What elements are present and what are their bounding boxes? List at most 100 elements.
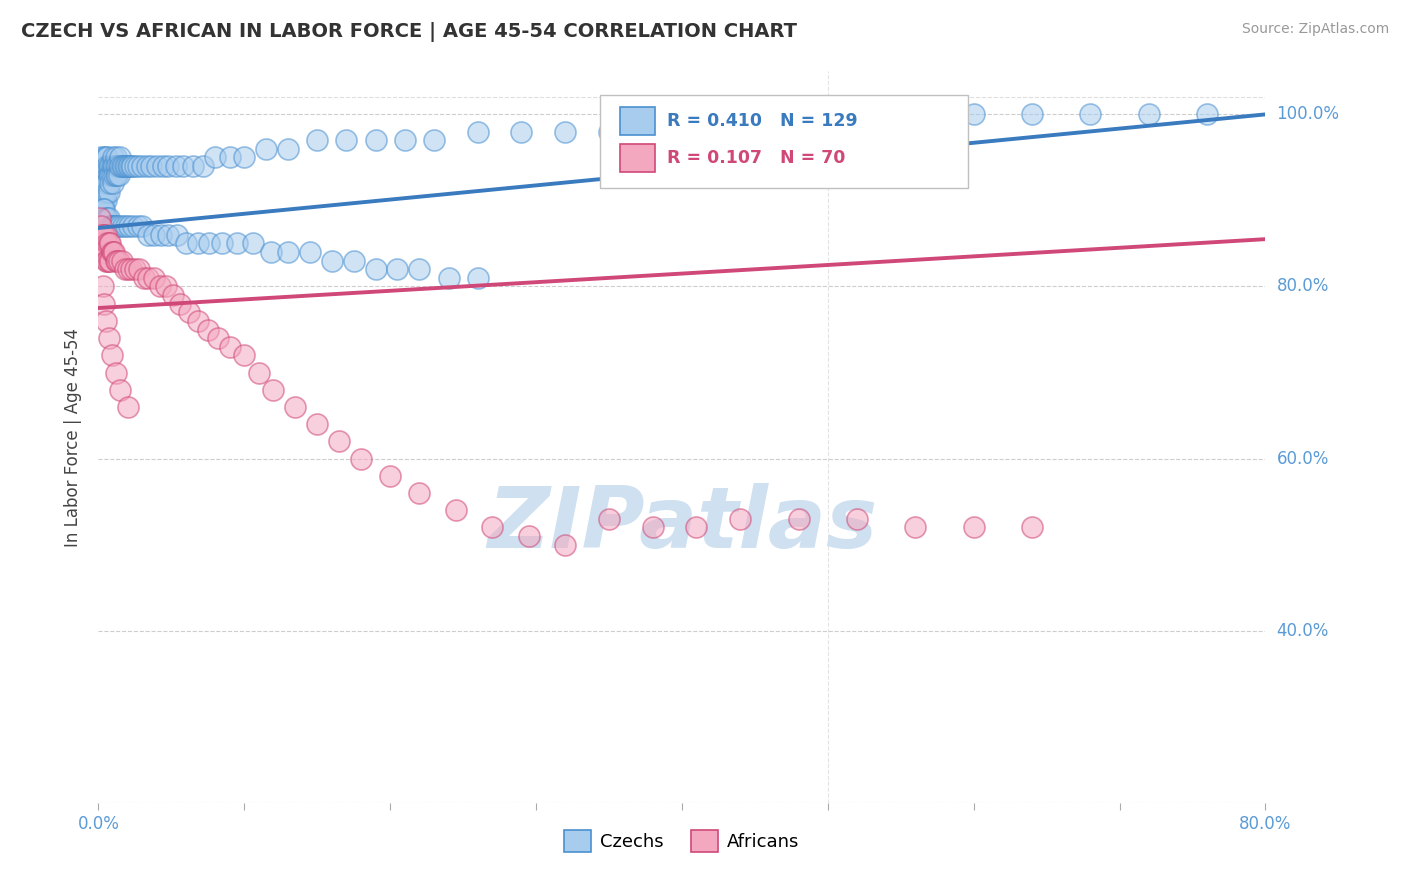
- Point: [364, 133, 387, 147]
- Point: [90, 150, 112, 164]
- Point: [94, 194, 117, 208]
- Point: [110, 150, 132, 164]
- Point: [110, 383, 132, 397]
- Point: [96, 159, 118, 173]
- Point: [328, 434, 350, 449]
- Point: [94, 176, 117, 190]
- Point: [91, 185, 114, 199]
- Point: [517, 529, 540, 543]
- Point: [467, 271, 489, 285]
- Point: [103, 159, 125, 173]
- Text: 60.0%: 60.0%: [1277, 450, 1329, 467]
- Point: [100, 245, 122, 260]
- Point: [146, 159, 169, 173]
- Point: [177, 305, 200, 319]
- Point: [641, 520, 664, 534]
- Point: [97, 253, 120, 268]
- Point: [166, 227, 188, 242]
- Point: [350, 451, 373, 466]
- Point: [122, 219, 145, 234]
- Text: CZECH VS AFRICAN IN LABOR FORCE | AGE 45-54 CORRELATION CHART: CZECH VS AFRICAN IN LABOR FORCE | AGE 45…: [21, 22, 797, 42]
- Point: [124, 262, 146, 277]
- Point: [481, 520, 503, 534]
- Point: [204, 150, 226, 164]
- Point: [89, 227, 111, 242]
- Point: [117, 262, 139, 277]
- Point: [124, 159, 146, 173]
- Point: [262, 383, 284, 397]
- Point: [1021, 107, 1043, 121]
- Point: [90, 236, 112, 251]
- Point: [91, 159, 114, 173]
- Point: [233, 348, 256, 362]
- Point: [157, 159, 180, 173]
- Point: [155, 279, 177, 293]
- Point: [105, 159, 128, 173]
- Point: [139, 159, 162, 173]
- Point: [104, 168, 127, 182]
- Point: [110, 219, 132, 234]
- Point: [98, 236, 121, 251]
- Point: [98, 253, 121, 268]
- Text: 40.0%: 40.0%: [1277, 622, 1329, 640]
- Point: [247, 366, 270, 380]
- Point: [117, 159, 139, 173]
- Point: [101, 159, 124, 173]
- Point: [127, 159, 149, 173]
- Point: [93, 245, 115, 260]
- Point: [598, 512, 620, 526]
- Point: [105, 219, 128, 234]
- Point: [187, 236, 209, 251]
- Point: [118, 159, 141, 173]
- Point: [387, 262, 409, 277]
- FancyBboxPatch shape: [600, 95, 967, 188]
- Point: [467, 125, 489, 139]
- Point: [96, 176, 118, 190]
- Point: [510, 125, 533, 139]
- Point: [1137, 107, 1160, 121]
- Point: [169, 296, 191, 310]
- Point: [93, 185, 115, 199]
- Point: [97, 331, 120, 345]
- Point: [103, 168, 125, 182]
- Point: [714, 116, 737, 130]
- Point: [93, 202, 115, 216]
- Point: [101, 219, 124, 234]
- Point: [105, 253, 128, 268]
- Text: Source: ZipAtlas.com: Source: ZipAtlas.com: [1241, 22, 1389, 37]
- Point: [307, 133, 329, 147]
- Point: [554, 125, 576, 139]
- Point: [112, 159, 135, 173]
- Point: [117, 400, 139, 414]
- Point: [193, 159, 215, 173]
- Text: ZIPatlas: ZIPatlas: [486, 483, 877, 566]
- Point: [343, 253, 366, 268]
- Text: 80.0%: 80.0%: [1277, 277, 1329, 295]
- Point: [93, 168, 115, 182]
- Point: [773, 116, 796, 130]
- Point: [174, 236, 197, 251]
- Point: [136, 227, 159, 242]
- Point: [98, 159, 121, 173]
- Point: [91, 202, 114, 216]
- Point: [94, 314, 117, 328]
- Point: [111, 253, 134, 268]
- Point: [437, 271, 460, 285]
- Point: [218, 340, 240, 354]
- Point: [98, 168, 121, 182]
- Point: [115, 159, 138, 173]
- Point: [277, 142, 299, 156]
- Point: [149, 279, 172, 293]
- Point: [226, 236, 249, 251]
- Point: [165, 159, 187, 173]
- Point: [197, 322, 219, 336]
- Point: [321, 253, 343, 268]
- Point: [98, 219, 121, 234]
- Bar: [620, 107, 655, 135]
- Point: [335, 133, 357, 147]
- Point: [962, 520, 984, 534]
- Text: R = 0.107   N = 70: R = 0.107 N = 70: [666, 149, 845, 167]
- Point: [131, 159, 153, 173]
- Point: [97, 236, 120, 251]
- Point: [890, 107, 912, 121]
